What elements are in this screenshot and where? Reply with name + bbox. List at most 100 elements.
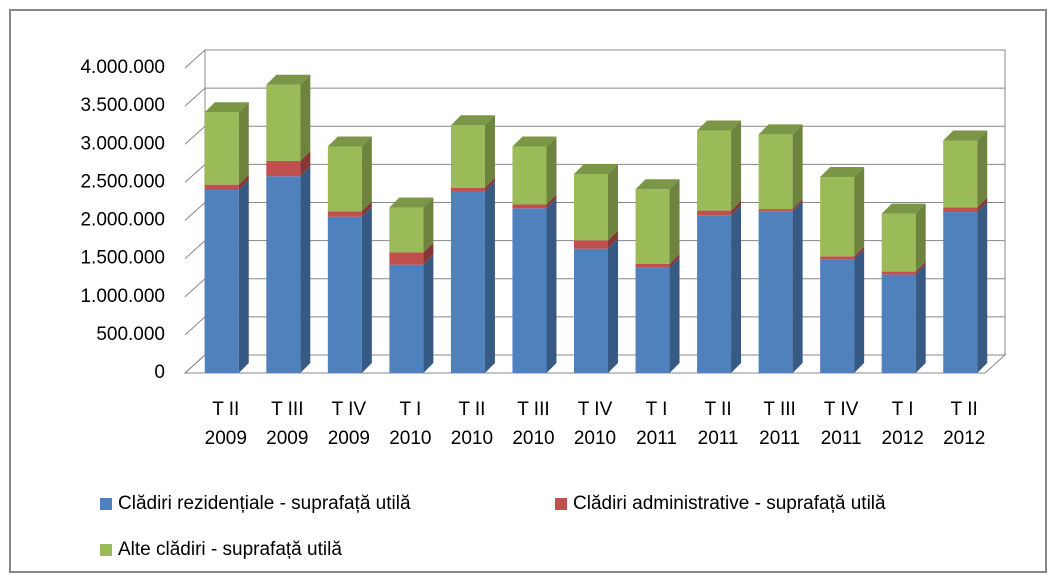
legend-swatch (100, 544, 112, 556)
bar-side (238, 174, 249, 190)
bar-top (266, 74, 311, 85)
bar-side (361, 136, 372, 212)
bar-top (635, 179, 680, 190)
bar-side (546, 198, 557, 373)
bar-segment (574, 240, 608, 249)
bar-segment (635, 189, 670, 264)
bar-segment (758, 211, 793, 373)
legend-label: Alte clădiri - suprafață utilă (118, 539, 342, 560)
bar-side (300, 74, 311, 162)
x-tick-label: T IV (824, 399, 859, 420)
x-tick-label: 2009 (328, 428, 370, 449)
bar-segment (635, 263, 670, 268)
bar-top (389, 197, 434, 208)
bar-top (943, 130, 988, 141)
bar-side (300, 166, 311, 373)
y-tick-label: 0 (154, 362, 165, 383)
bar-segment (758, 209, 793, 212)
x-tick-label: 2012 (882, 428, 924, 449)
bar-side (238, 180, 249, 373)
bar-side (423, 254, 434, 373)
x-tick-label: 2011 (636, 428, 677, 449)
bar-side (608, 230, 618, 249)
bar-side (361, 206, 372, 373)
bar-side (731, 120, 742, 211)
bar-segment (389, 252, 424, 265)
bar-side (977, 130, 988, 208)
x-tick-label: T III (517, 399, 549, 420)
bar-side (608, 163, 618, 241)
x-tick-label: 2010 (512, 428, 554, 449)
x-tick-label: T II (705, 399, 732, 420)
bar-top (512, 136, 557, 147)
bar-top (327, 136, 372, 147)
x-tick-label: 2011 (759, 428, 800, 449)
bar-side (238, 102, 249, 185)
bar-side (608, 238, 618, 373)
bar-segment (512, 204, 547, 209)
y-tick-label: 1.500.000 (80, 248, 165, 269)
y-tick-label: 3.500.000 (80, 95, 165, 116)
x-tick-label: T I (892, 399, 914, 420)
bar-top (697, 120, 742, 131)
bar-side (484, 115, 495, 188)
legend-swatch (100, 498, 112, 510)
bar-top (758, 124, 803, 135)
bar-segment (574, 173, 608, 241)
y-tick-label: 2.000.000 (80, 210, 165, 231)
legend-label: Clădiri rezidențiale - suprafață utilă (118, 493, 411, 514)
bar-segment (881, 271, 916, 275)
bar-segment (204, 184, 239, 190)
bar-side (792, 201, 803, 373)
bar-side (792, 124, 803, 210)
legend-swatch (555, 498, 567, 510)
bar-top (881, 203, 926, 214)
bar-segment (943, 140, 978, 208)
bar-side (484, 181, 495, 373)
grid-line (184, 49, 1005, 69)
bar-segment (266, 161, 301, 177)
y-tick-label: 1.000.000 (80, 286, 165, 307)
bar-segment (450, 191, 485, 373)
bar-side (423, 242, 434, 265)
x-tick-label: T II (458, 399, 485, 420)
bar-segment (758, 134, 793, 210)
x-tick-label: 2012 (943, 428, 985, 449)
bar-segment (697, 210, 732, 216)
bar-side (915, 264, 926, 373)
bar-side (669, 179, 680, 264)
bar-segment (327, 146, 362, 212)
bar-segment (881, 213, 916, 272)
bar-segment (512, 146, 547, 205)
y-tick-label: 500.000 (96, 324, 165, 345)
x-tick-label: T II (212, 399, 239, 420)
bar-segment (204, 190, 239, 373)
bar-segment (389, 207, 424, 253)
x-tick-label: T III (763, 399, 795, 420)
bar-side (669, 257, 680, 373)
x-tick-label: 2010 (451, 428, 493, 449)
bar-top (204, 102, 249, 113)
bar-segment (327, 216, 362, 373)
bar-segment (820, 177, 855, 257)
bar-segment (820, 259, 855, 373)
bar-side (854, 249, 865, 373)
legend-label: Clădiri administrative - suprafață utilă (573, 493, 886, 514)
grid-line (184, 87, 1005, 107)
bar-segment (450, 187, 485, 192)
bar-side (423, 197, 434, 253)
x-tick-label: T II (951, 399, 978, 420)
bar-side (361, 201, 372, 217)
x-tick-label: T IV (332, 399, 367, 420)
bar-top (820, 167, 865, 178)
bar-segment (327, 211, 362, 217)
bar-segment (266, 176, 301, 373)
bar-segment (635, 267, 670, 373)
x-tick-label: T I (399, 399, 421, 420)
x-tick-label: T I (646, 399, 668, 420)
bar-side (484, 177, 495, 192)
bar-segment (574, 248, 608, 373)
bar-side (915, 203, 926, 272)
bar-side (977, 202, 988, 373)
